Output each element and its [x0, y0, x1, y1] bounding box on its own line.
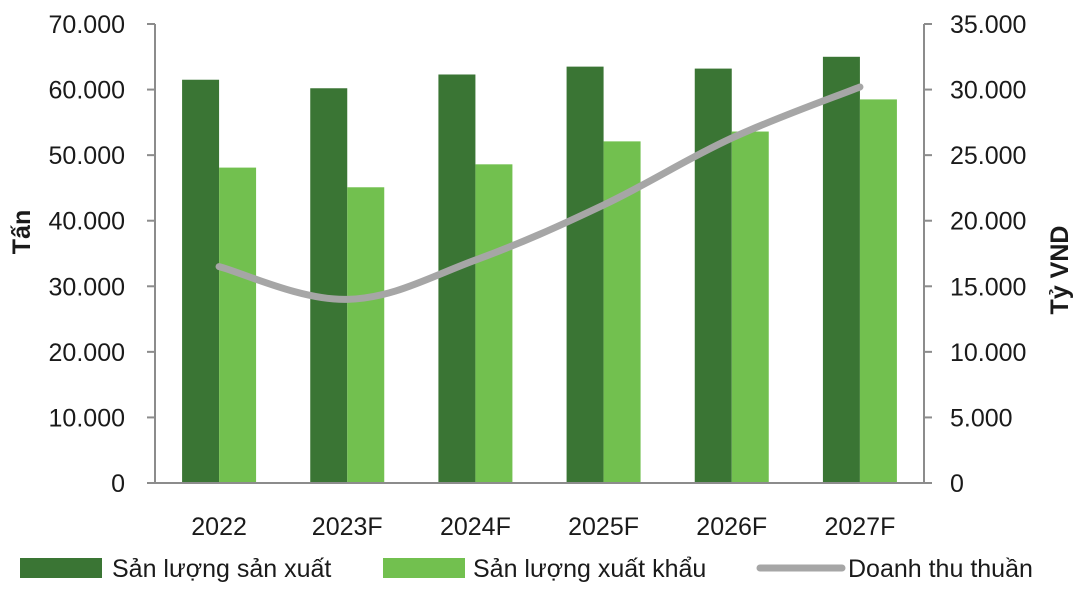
bar-export-2027F [859, 99, 897, 484]
right-tick-label: 15.000 [950, 273, 1026, 301]
x-tick-label-2023F: 2023F [312, 513, 383, 541]
bar-export-2026F [731, 131, 769, 483]
bar-production-2027F [822, 56, 860, 484]
x-tick-label-2022: 2022 [191, 513, 247, 541]
x-tick-label-2024F: 2024F [440, 513, 511, 541]
legend-label-export: Sản lượng xuất khẩu [473, 555, 706, 583]
line-layer [215, 83, 864, 303]
right-tick-label: 30.000 [950, 77, 1026, 105]
bar-export-2023F [347, 187, 385, 483]
x-tick-label-2025F: 2025F [568, 513, 639, 541]
bar-export-2022 [219, 167, 257, 483]
right-tick-label: 0 [950, 470, 964, 498]
right-tick-label: 10.000 [950, 339, 1026, 367]
legend-label-revenue: Doanh thu thuần [848, 555, 1033, 583]
bar-production-2022 [182, 79, 220, 483]
left-tick-label: 40.000 [49, 208, 125, 236]
x-axis-ticks: 2022 2023F 2024F 2025F 2026F 2027F [191, 513, 895, 541]
left-tick-label: 0 [111, 470, 125, 498]
right-tick-label: 35.000 [950, 11, 1026, 39]
left-tick-label: 70.000 [49, 11, 125, 39]
legend-label-production: Sản lượng sản xuất [112, 555, 331, 583]
axes-layer [154, 24, 925, 484]
legend-swatch-export [383, 558, 465, 578]
legend-item-revenue: Doanh thu thuần [756, 555, 1033, 583]
right-y-ticks: 0 5.000 10.000 15.000 20.000 25.000 30.000 35.0… [924, 11, 1026, 498]
line-revenue [215, 83, 864, 303]
left-tick-label: 30.000 [49, 273, 125, 301]
y2-axis-title: Tỷ VND [1046, 226, 1074, 315]
left-tick-label: 20.000 [49, 339, 125, 367]
legend-swatch-production [20, 558, 102, 578]
bar-export-2024F [475, 164, 513, 483]
legend: Sản lượng sản xuất Sản lượng xuất khẩu D… [20, 555, 1033, 583]
bar-production-2026F [694, 68, 732, 484]
left-tick-label: 10.000 [49, 404, 125, 432]
left-tick-label: 60.000 [49, 77, 125, 105]
legend-item-production: Sản lượng sản xuất [20, 555, 331, 583]
bar-production-2025F [566, 66, 604, 483]
bar-production-2023F [310, 88, 348, 483]
right-tick-label: 20.000 [950, 208, 1026, 236]
bar-production-2024F [438, 74, 476, 484]
right-tick-label: 5.000 [950, 404, 1013, 432]
x-tick-label-2027F: 2027F [824, 513, 895, 541]
x-tick-label-2026F: 2026F [696, 513, 767, 541]
y-axis-title: Tấn [8, 210, 36, 254]
left-y-ticks: 0 10.000 20.000 30.000 40.000 50.000 60.000 70.… [49, 11, 155, 498]
bars-layer [182, 56, 897, 484]
right-tick-label: 25.000 [950, 142, 1026, 170]
legend-item-export: Sản lượng xuất khẩu [383, 555, 706, 583]
left-tick-label: 50.000 [49, 142, 125, 170]
